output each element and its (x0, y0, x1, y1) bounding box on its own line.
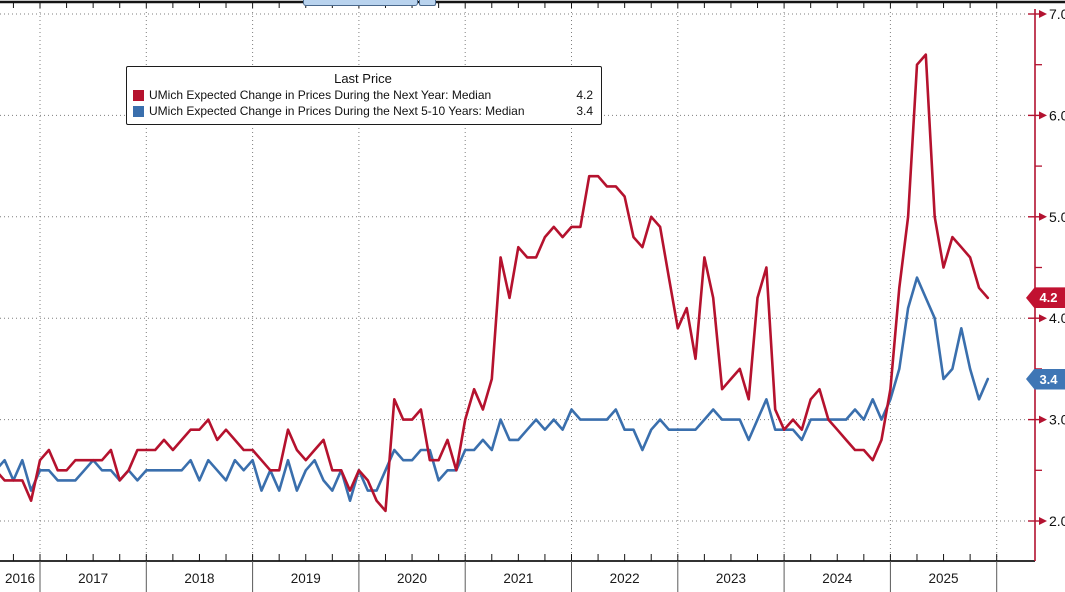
legend: Last Price UMich Expected Change in Pric… (126, 66, 602, 125)
year-label: 2025 (929, 571, 959, 586)
legend-row-1y[interactable]: UMich Expected Change in Prices During t… (133, 87, 593, 103)
last-price-badge-5y10y: 3.4 (1026, 368, 1065, 390)
legend-value-5y10y: 3.4 (576, 104, 593, 118)
series-5y10y-swatch (133, 105, 144, 117)
y-tick-arrow-icon (1039, 111, 1047, 120)
year-label: 2024 (822, 571, 853, 586)
series-line-1y (0, 53, 990, 513)
y-tick-arrow-icon (1039, 314, 1047, 323)
legend-row-5y10y[interactable]: UMich Expected Change in Prices During t… (133, 103, 593, 119)
year-label: 2019 (291, 571, 321, 586)
year-label: 2022 (610, 571, 640, 586)
legend-label-1y: UMich Expected Change in Prices During t… (149, 88, 492, 102)
year-label: 2016 (5, 571, 35, 586)
y-tick-arrow-icon (1039, 517, 1047, 525)
y-tick-label: 5.0 (1049, 209, 1065, 225)
legend-label-5y10y: UMich Expected Change in Prices During t… (149, 104, 525, 118)
y-tick-arrow-icon (1039, 212, 1047, 221)
year-label: 2017 (78, 571, 108, 586)
y-tick-label: 6.0 (1049, 107, 1065, 123)
last-price-badge-1y: 4.2 (1026, 287, 1065, 309)
year-label: 2018 (184, 571, 214, 586)
legend-value-1y: 4.2 (576, 88, 593, 102)
toolbar-fragment (303, 0, 418, 6)
legend-title: Last Price (334, 71, 392, 86)
y-tick-label: 3.0 (1049, 412, 1065, 428)
year-label: 2020 (397, 571, 427, 586)
y-tick-arrow-icon (1039, 10, 1047, 18)
toolbar-fragment-small (419, 0, 436, 6)
series-line-5y10y (0, 276, 990, 503)
series-1y-swatch (133, 89, 144, 101)
year-label: 2023 (716, 571, 746, 586)
y-tick-arrow-icon (1039, 415, 1047, 424)
y-tick-label: 2.0 (1049, 513, 1065, 529)
y-tick-label: 4.0 (1049, 310, 1065, 326)
year-label: 2021 (503, 571, 533, 586)
y-tick-label: 7.0 (1049, 6, 1065, 22)
